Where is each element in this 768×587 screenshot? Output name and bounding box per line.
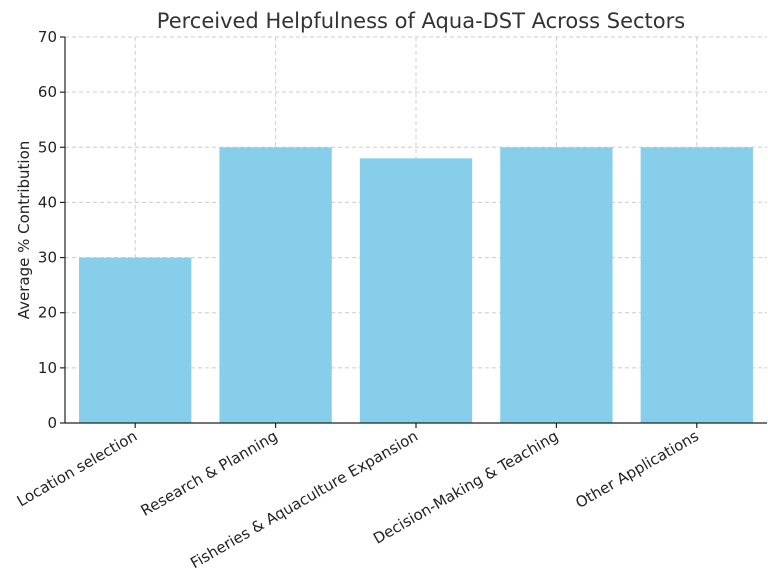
bar-3 (500, 147, 613, 424)
bar-0 (79, 257, 192, 423)
chart-title: Perceived Helpfulness of Aqua-DST Across… (157, 9, 685, 33)
x-tick-label-0: Location selection (14, 427, 140, 510)
bar-layer (79, 147, 753, 424)
bar-4 (640, 147, 753, 424)
bar-2 (359, 158, 473, 424)
x-tick-label-1: Research & Planning (138, 427, 281, 520)
y-tick-label-4: 40 (38, 193, 57, 211)
y-tick-label-0: 0 (47, 414, 57, 432)
y-tick-label-6: 60 (38, 83, 57, 101)
y-axis-label: Average % Contribution (15, 141, 33, 320)
y-tick-label-2: 20 (38, 304, 57, 322)
x-tick-label-2: Fisheries & Aquaculture Expansion (187, 427, 421, 572)
y-tick-label-3: 30 (38, 249, 57, 267)
y-tick-label-5: 50 (38, 138, 57, 156)
bar-1 (219, 147, 332, 424)
y-tick-label-7: 70 (38, 28, 57, 46)
x-tick-label-4: Other Applications (572, 427, 702, 512)
y-tick-label-1: 10 (38, 359, 57, 377)
